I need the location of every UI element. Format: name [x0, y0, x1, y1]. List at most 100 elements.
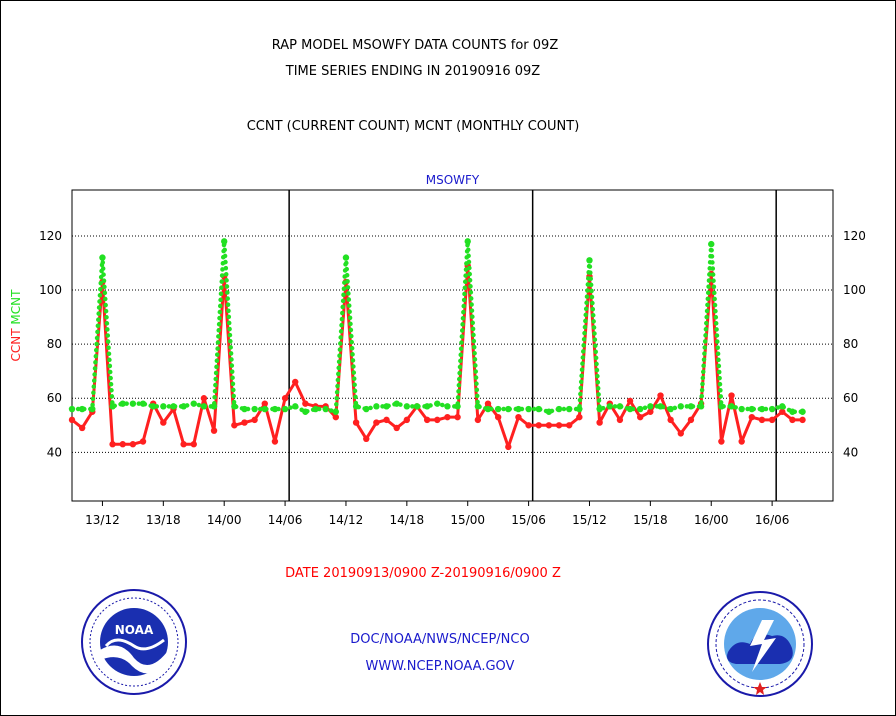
data-point-ccnt — [434, 416, 441, 424]
data-point-mcnt — [444, 403, 451, 410]
data-point-mcnt — [768, 405, 776, 413]
data-point-ccnt — [241, 419, 248, 426]
data-point-ccnt — [210, 427, 218, 434]
y-tick-label-right: 120 — [843, 229, 866, 243]
data-point-mcnt — [535, 405, 542, 413]
data-point-mcnt — [251, 405, 258, 413]
data-point-ccnt — [626, 397, 634, 405]
data-point-mcnt — [799, 408, 806, 415]
data-point-mcnt — [332, 408, 340, 415]
y-axis-label-ccnt: CCNT — [9, 328, 23, 362]
data-point-ccnt — [129, 441, 137, 448]
data-point-ccnt — [160, 419, 167, 426]
chart-subtitle: MSOWFY — [426, 173, 480, 187]
x-tick-label: 16/06 — [755, 513, 790, 527]
data-point-mcnt — [312, 405, 319, 413]
x-tick-label: 14/06 — [268, 513, 303, 527]
data-point-mcnt — [383, 403, 390, 410]
data-point-ccnt — [484, 400, 492, 407]
data-point-ccnt — [768, 416, 776, 424]
data-point-ccnt — [474, 416, 482, 424]
data-point-ccnt — [180, 441, 187, 448]
x-tick-label: 14/00 — [207, 513, 242, 527]
date-range-label: DATE 20190913/0900 Z-20190916/0900 Z — [285, 566, 561, 581]
data-point-mcnt — [160, 403, 167, 410]
data-point-ccnt — [251, 416, 258, 424]
y-tick-label-right: 40 — [843, 445, 858, 459]
data-point-mcnt — [494, 405, 502, 413]
data-point-mcnt — [708, 240, 715, 248]
y-axis-label-mcnt: MCNT — [9, 289, 23, 329]
data-point-ccnt — [637, 413, 644, 421]
data-point-mcnt — [748, 405, 756, 413]
data-point-ccnt — [718, 438, 725, 445]
data-point-ccnt — [190, 441, 197, 448]
data-point-mcnt — [758, 405, 766, 413]
data-point-mcnt — [413, 403, 421, 410]
data-point-ccnt — [789, 416, 796, 424]
data-point-mcnt — [789, 408, 796, 415]
y-tick-label-right: 80 — [843, 337, 858, 351]
chart-title-line2: TIME SERIES ENDING IN 20190916 09Z — [285, 64, 541, 79]
chart-title-line3: CCNT (CURRENT COUNT) MCNT (MONTHLY COUNT… — [246, 119, 580, 134]
y-tick-label-left: 120 — [39, 229, 62, 243]
data-point-ccnt — [748, 413, 756, 421]
noaa-logo-text: NOAA — [115, 623, 154, 637]
data-point-ccnt — [505, 443, 512, 451]
data-point-mcnt — [210, 403, 218, 410]
data-point-mcnt — [779, 403, 786, 410]
data-point-mcnt — [728, 403, 735, 410]
data-point-ccnt — [738, 438, 745, 445]
y-tick-label-left: 40 — [47, 445, 62, 459]
data-point-mcnt — [667, 405, 674, 413]
data-point-mcnt — [393, 400, 400, 407]
data-point-ccnt — [281, 395, 289, 402]
data-point-mcnt — [68, 405, 76, 413]
data-point-ccnt — [271, 438, 279, 445]
data-point-ccnt — [758, 416, 766, 424]
data-point-ccnt — [779, 408, 786, 415]
data-point-ccnt — [200, 395, 208, 402]
data-point-ccnt — [667, 416, 674, 424]
data-point-mcnt — [99, 254, 106, 261]
plot-area — [71, 189, 834, 502]
series-line-mcnt — [69, 241, 805, 415]
x-tick-label: 15/18 — [633, 513, 668, 527]
data-point-mcnt — [109, 403, 116, 410]
data-point-ccnt — [423, 416, 431, 424]
org-label: DOC/NOAA/NWS/NCEP/NCO — [350, 632, 530, 647]
data-point-mcnt — [616, 403, 624, 410]
data-point-ccnt — [383, 416, 390, 424]
data-point-mcnt — [515, 405, 522, 413]
data-point-mcnt — [139, 400, 147, 407]
data-point-ccnt — [68, 416, 76, 424]
data-point-mcnt — [231, 403, 238, 410]
data-point-ccnt — [292, 378, 299, 386]
data-point-mcnt — [180, 403, 187, 410]
data-point-mcnt — [200, 403, 208, 410]
x-tick-label: 13/12 — [85, 513, 120, 527]
data-point-ccnt — [403, 416, 411, 424]
data-point-mcnt — [576, 405, 583, 413]
data-point-mcnt — [464, 238, 471, 245]
data-point-ccnt — [728, 392, 735, 399]
data-point-mcnt — [626, 405, 634, 413]
data-point-mcnt — [241, 405, 248, 413]
website-link[interactable]: WWW.NCEP.NOAA.GOV — [365, 659, 515, 674]
x-tick-label: 16/00 — [694, 513, 729, 527]
data-point-mcnt — [281, 405, 289, 413]
data-point-ccnt — [444, 413, 451, 421]
data-point-mcnt — [565, 405, 573, 413]
data-point-ccnt — [78, 424, 86, 432]
data-point-mcnt — [261, 405, 268, 413]
data-point-mcnt — [637, 405, 644, 413]
data-point-ccnt — [545, 422, 553, 429]
data-point-mcnt — [687, 403, 695, 410]
data-point-ccnt — [616, 416, 624, 424]
data-point-mcnt — [545, 408, 553, 415]
data-point-mcnt — [89, 405, 96, 413]
x-tick-label: 14/12 — [329, 513, 364, 527]
data-point-mcnt — [738, 405, 745, 413]
y-tick-label-right: 100 — [843, 283, 866, 297]
y-tick-label-left: 100 — [39, 283, 62, 297]
